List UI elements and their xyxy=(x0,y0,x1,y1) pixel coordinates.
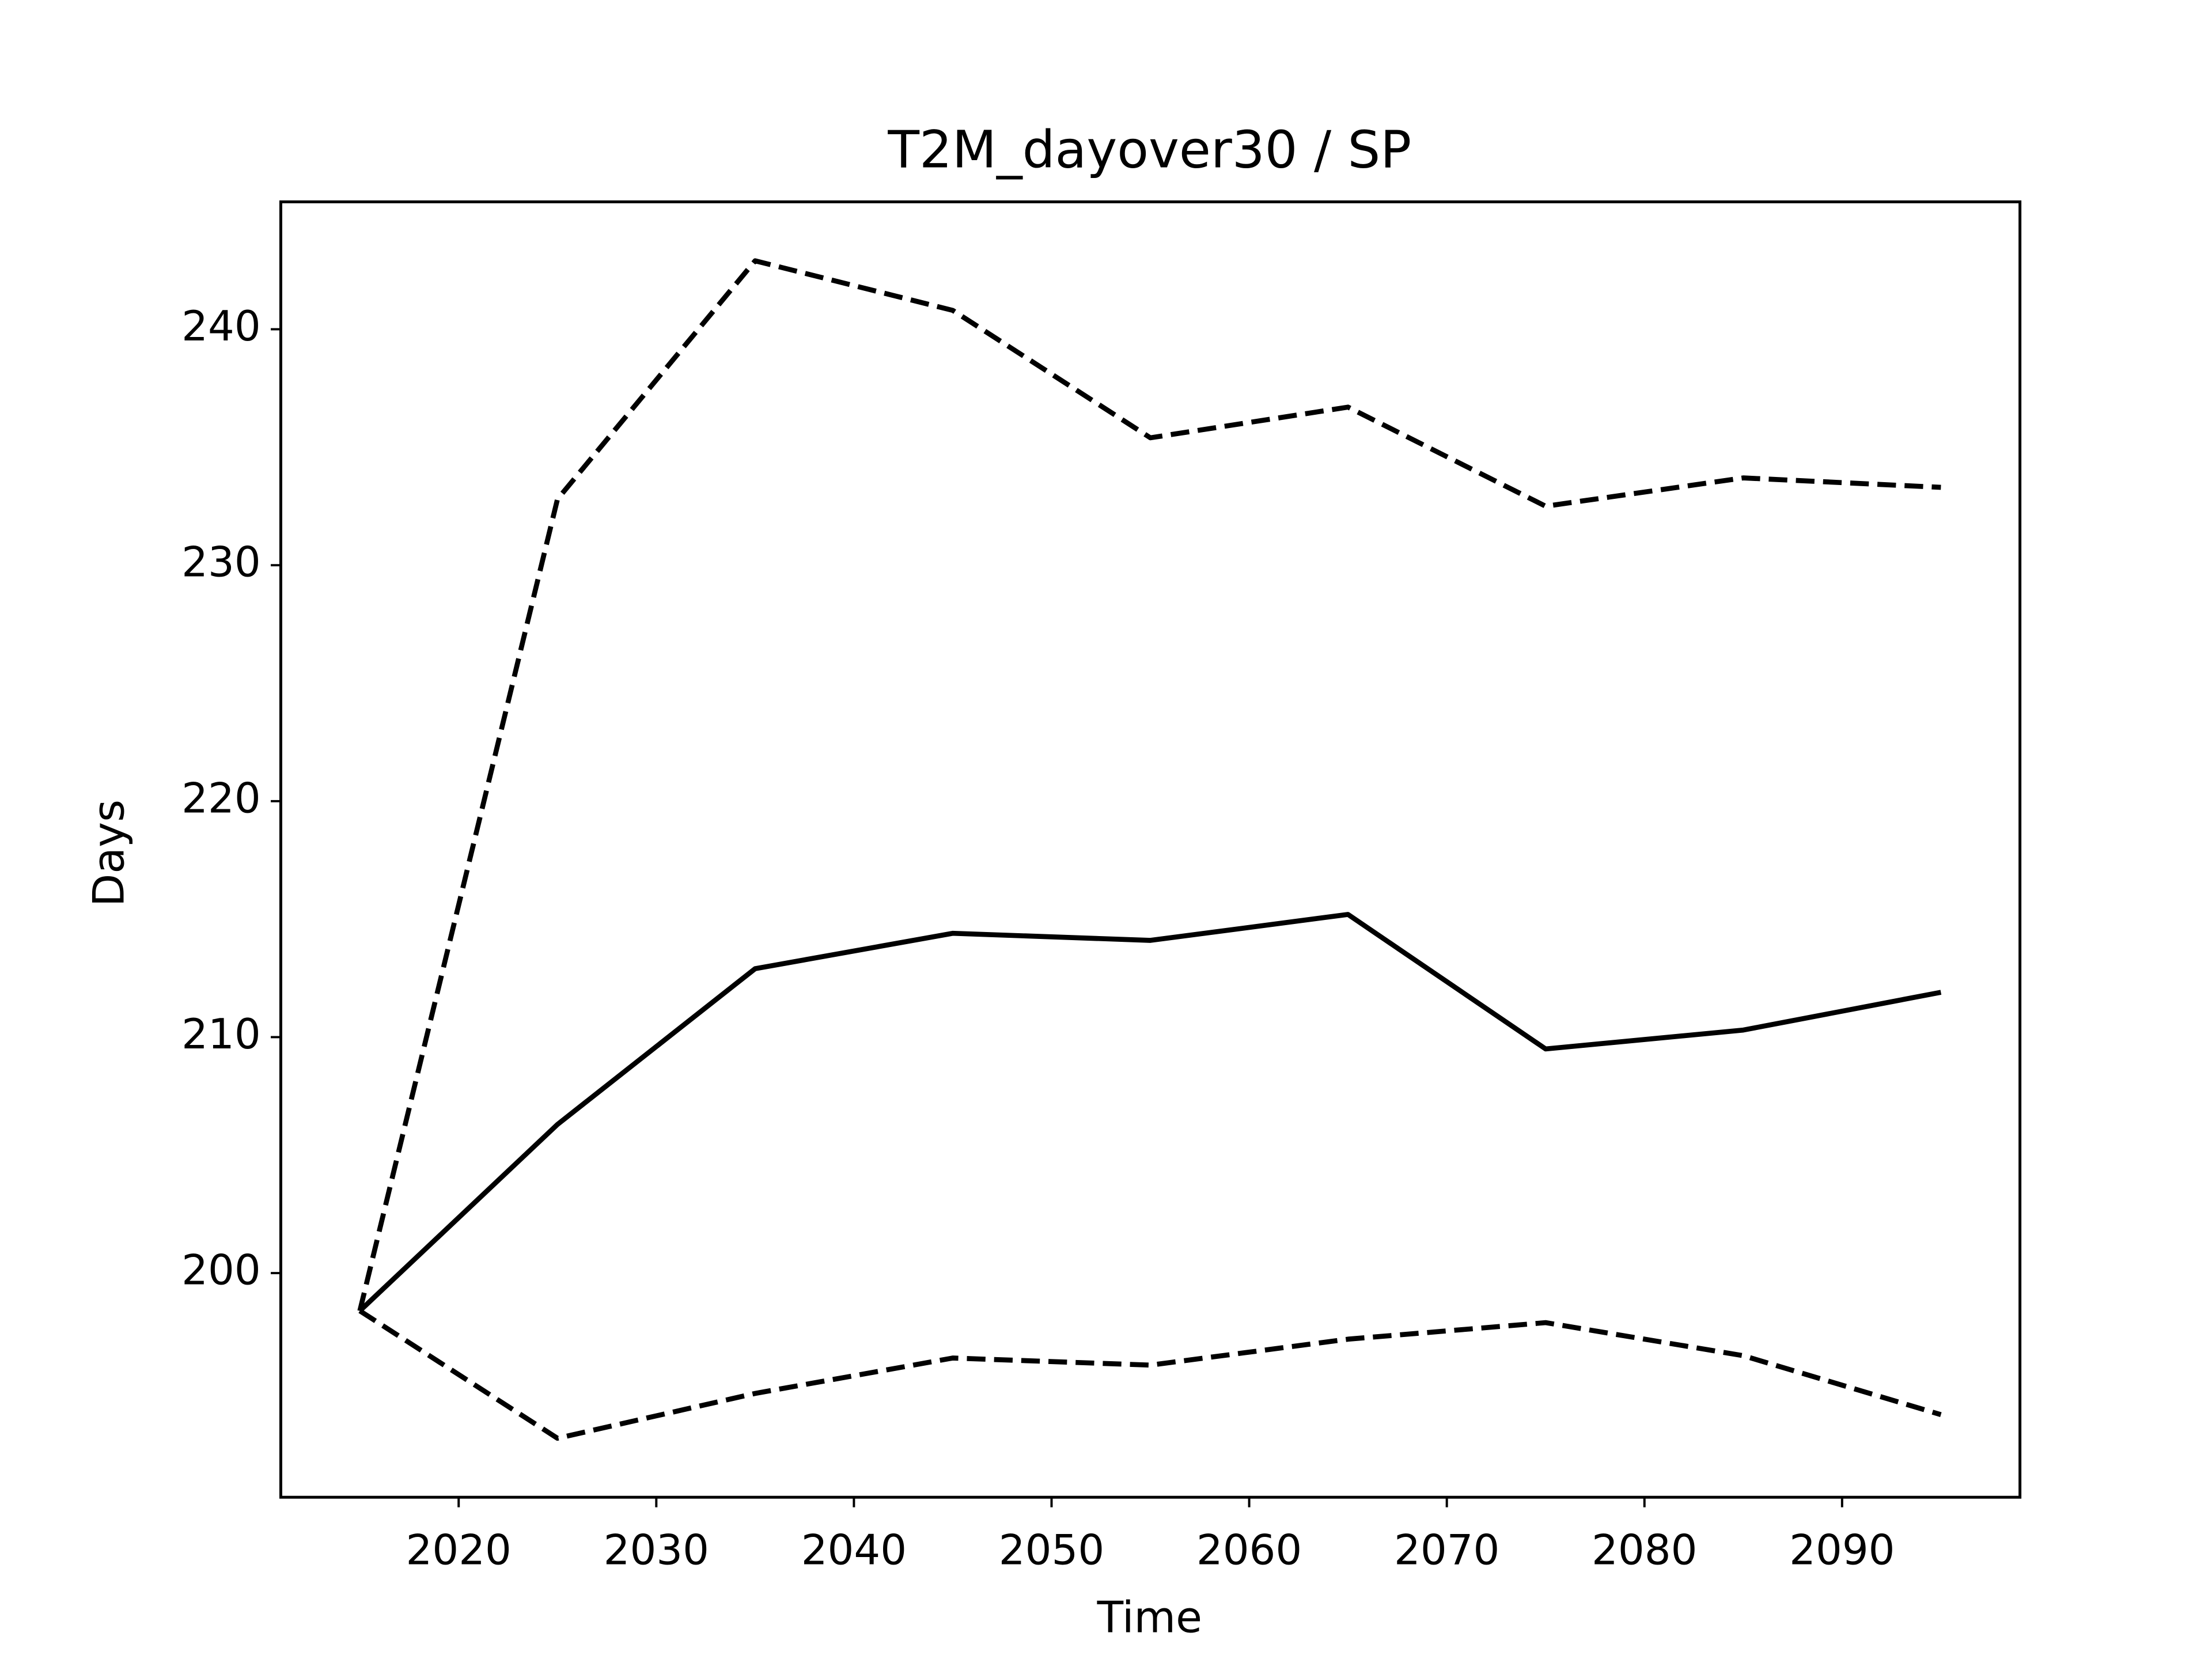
x-tick-label: 2030 xyxy=(604,1526,709,1574)
y-tick-label: 210 xyxy=(181,1010,261,1058)
x-tick-label: 2020 xyxy=(406,1526,512,1574)
line-series xyxy=(358,1308,1942,1441)
x-tick-label: 2070 xyxy=(1394,1526,1499,1574)
x-tick-label: 2090 xyxy=(1789,1526,1895,1574)
y-tick-label: 220 xyxy=(181,774,261,822)
y-tick-label: 230 xyxy=(181,538,261,586)
plot-frame xyxy=(279,200,2022,1499)
x-axis-label: Time xyxy=(1097,1592,1202,1642)
line-series xyxy=(358,912,1942,1313)
y-tick-label: 200 xyxy=(181,1246,261,1294)
x-tick-label: 2060 xyxy=(1196,1526,1302,1574)
x-tick-label: 2040 xyxy=(801,1526,907,1574)
y-axis-label: Days xyxy=(84,800,134,907)
line-series xyxy=(357,258,1941,1312)
chart-title: T2M_dayover30 / SP xyxy=(887,120,1411,180)
x-tick-label: 2050 xyxy=(999,1526,1104,1574)
x-tick-label: 2080 xyxy=(1592,1526,1697,1574)
y-tick-label: 240 xyxy=(181,302,261,350)
